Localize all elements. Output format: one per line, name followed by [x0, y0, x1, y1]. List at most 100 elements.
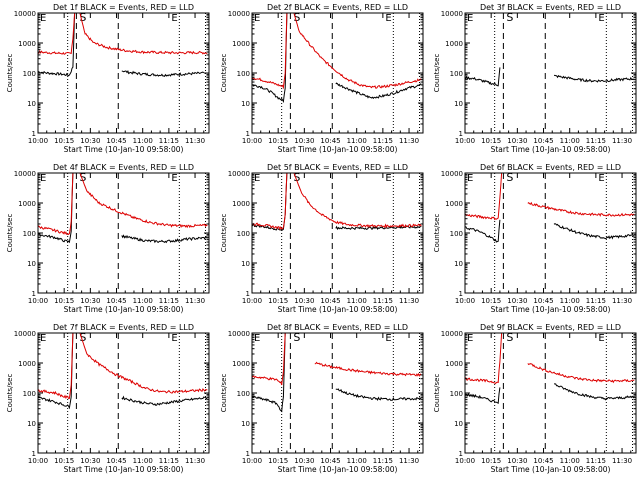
x-tick-label: 10:45 [320, 457, 340, 465]
y-tick-label: 10000 [441, 330, 463, 338]
y-tick-label: 1 [246, 450, 250, 458]
y-tick-label: 100 [237, 390, 250, 398]
y-tick-label: 10 [454, 420, 463, 428]
events-trace [335, 388, 422, 402]
trace-group [38, 173, 208, 244]
y-tick-label: 1000 [232, 40, 250, 48]
y-tick-label: 100 [237, 230, 250, 238]
x-axis-label: Start Time (10-Jan-10 09:58:00) [64, 145, 184, 154]
marker-label-s: S [293, 11, 300, 24]
x-tick-label: 11:00 [133, 297, 153, 305]
marker-label-s: S [79, 331, 86, 344]
marker-label-e: E [254, 333, 260, 344]
trace-group [252, 173, 422, 231]
x-tick-label: 10:30 [80, 457, 100, 465]
x-tick-label: 11:30 [399, 137, 419, 145]
y-axis-label: Counts/sec [433, 374, 441, 413]
events-trace [38, 13, 76, 77]
y-tick-label: 1000 [445, 360, 463, 368]
events-trace [252, 13, 288, 104]
x-tick-label: 10:45 [533, 297, 553, 305]
x-tick-label: 11:30 [399, 297, 419, 305]
y-tick-label: 1 [32, 450, 36, 458]
y-tick-label: 10000 [228, 170, 250, 178]
trace-group [38, 13, 208, 77]
x-tick-label: 10:15 [54, 137, 74, 145]
lld-trace [465, 173, 503, 221]
x-axis-label: Start Time (10-Jan-10 09:58:00) [491, 145, 611, 154]
x-tick-label: 10:30 [80, 297, 100, 305]
y-tick-label: 100 [23, 390, 36, 398]
x-tick-label: 10:45 [533, 457, 553, 465]
panel-title: Det 5f BLACK = Events, RED = LLD [267, 163, 408, 172]
lld-trace [38, 13, 76, 55]
x-tick-label: 11:15 [586, 457, 606, 465]
plot-frame [251, 172, 424, 294]
x-tick-label: 11:15 [586, 297, 606, 305]
x-tick-label: 10:45 [106, 137, 126, 145]
y-tick-label: 1000 [18, 360, 36, 368]
lld-trace [79, 333, 208, 394]
panel-title: Det 1f BLACK = Events, RED = LLD [53, 3, 194, 12]
events-trace [554, 74, 635, 83]
x-tick-label: 10:00 [455, 137, 475, 145]
plot-frame [464, 172, 637, 294]
x-tick-label: 10:00 [28, 137, 48, 145]
events-trace [465, 387, 501, 405]
x-tick-label: 10:45 [320, 137, 340, 145]
lld-trace [527, 201, 635, 217]
x-tick-label: 10:00 [455, 297, 475, 305]
x-axis-label: Start Time (10-Jan-10 09:58:00) [278, 305, 398, 314]
lld-trace [252, 173, 288, 231]
marker-label-e: E [171, 333, 177, 344]
x-axis-label: Start Time (10-Jan-10 09:58:00) [491, 465, 611, 474]
marker-label-e: E [254, 173, 260, 184]
x-tick-label: 10:45 [533, 137, 553, 145]
panel-title: Det 2f BLACK = Events, RED = LLD [267, 3, 408, 12]
x-axis-label: Start Time (10-Jan-10 09:58:00) [64, 465, 184, 474]
x-tick-label: 10:00 [242, 137, 262, 145]
x-tick-label: 10:00 [28, 297, 48, 305]
x-tick-label: 10:00 [28, 457, 48, 465]
y-axis-label: Counts/sec [220, 54, 228, 93]
x-tick-label: 11:00 [347, 457, 367, 465]
marker-label-e: E [40, 173, 46, 184]
events-trace [553, 223, 635, 240]
events-trace [554, 383, 635, 401]
y-tick-label: 10 [27, 100, 36, 108]
panel-title: Det 6f BLACK = Events, RED = LLD [480, 163, 621, 172]
detector-panel: E S E 1 10 100 1000 10000 10:00 10:15 10:30 10:45 11… [433, 163, 637, 314]
y-axis-label: Counts/sec [220, 214, 228, 253]
y-tick-label: 100 [23, 70, 36, 78]
y-tick-label: 100 [450, 390, 463, 398]
y-tick-label: 10000 [228, 10, 250, 18]
x-tick-label: 11:00 [560, 137, 580, 145]
x-tick-label: 11:15 [373, 297, 393, 305]
marker-label-e: E [467, 13, 473, 24]
x-tick-label: 11:30 [185, 297, 205, 305]
marker-label-e: E [40, 333, 46, 344]
x-tick-label: 11:00 [133, 137, 153, 145]
y-tick-label: 1 [459, 450, 463, 458]
y-tick-label: 10000 [14, 330, 36, 338]
detector-panel: E S E 1 10 100 1000 10000 10:00 10:15 10:30 10:45 11… [220, 323, 424, 474]
y-tick-label: 100 [23, 230, 36, 238]
y-tick-label: 1 [32, 130, 36, 138]
marker-label-e: E [254, 13, 260, 24]
y-tick-label: 1 [246, 290, 250, 298]
y-tick-label: 10000 [228, 330, 250, 338]
plot-frame [464, 12, 637, 134]
x-tick-label: 10:45 [106, 297, 126, 305]
detector-panel: E S E 1 10 100 1000 10000 10:00 10:15 10:30 10:45 11… [433, 3, 637, 154]
y-axis-label: Counts/sec [433, 54, 441, 93]
y-tick-label: 10000 [14, 10, 36, 18]
x-tick-label: 10:15 [481, 137, 501, 145]
y-tick-label: 10 [27, 260, 36, 268]
marker-label-s: S [293, 171, 300, 184]
x-tick-label: 11:00 [560, 297, 580, 305]
x-tick-label: 10:00 [242, 297, 262, 305]
x-tick-label: 11:30 [185, 137, 205, 145]
marker-label-e: E [467, 173, 473, 184]
events-trace [121, 234, 208, 244]
